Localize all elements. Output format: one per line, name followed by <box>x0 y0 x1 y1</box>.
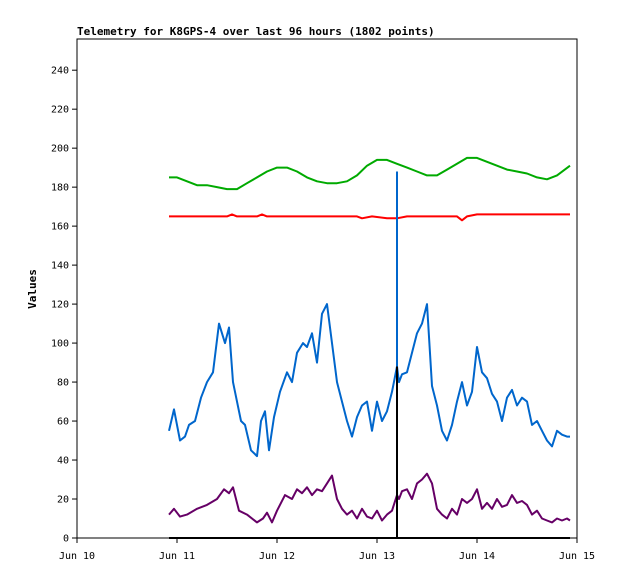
y-tick-label: 160 <box>51 222 69 233</box>
y-tick-label: 220 <box>51 105 69 116</box>
y-tick-label: 100 <box>51 339 69 350</box>
y-axis: 0 20 40 60 80 100 120 140 160 180 200 220 240 <box>51 66 77 545</box>
y-tick-label: 120 <box>51 300 69 311</box>
series-line-1 <box>169 156 571 191</box>
x-tick-label: Jun 15 <box>559 551 595 562</box>
x-axis: Jun 10 Jun 11 Jun 12 Jun 13 Jun 14 Jun 15 <box>59 538 595 562</box>
y-tick-label: 20 <box>57 495 69 506</box>
y-tick-label: 180 <box>51 183 69 194</box>
chart-title: Telemetry for K8GPS-4 over last 96 hours… <box>77 25 435 38</box>
y-tick-label: 200 <box>51 144 69 155</box>
y-tick-label: 80 <box>57 378 69 389</box>
x-tick-label: Jun 13 <box>359 551 395 562</box>
series-line-2 <box>169 213 570 222</box>
y-tick-label: 40 <box>57 456 69 467</box>
series-line-3 <box>168 303 570 458</box>
plot-frame <box>76 38 578 539</box>
y-tick-label: 60 <box>57 417 69 428</box>
x-tick-label: Jun 11 <box>159 551 195 562</box>
x-tick-label: Jun 12 <box>259 551 295 562</box>
y-axis-label: Values <box>26 269 39 309</box>
x-tick-label: Jun 14 <box>459 551 495 562</box>
y-tick-label: 0 <box>63 534 69 545</box>
x-tick-label: Jun 10 <box>59 551 95 562</box>
y-tick-label: 240 <box>51 66 69 77</box>
series-line-4 <box>168 472 571 524</box>
y-tick-label: 140 <box>51 261 69 272</box>
